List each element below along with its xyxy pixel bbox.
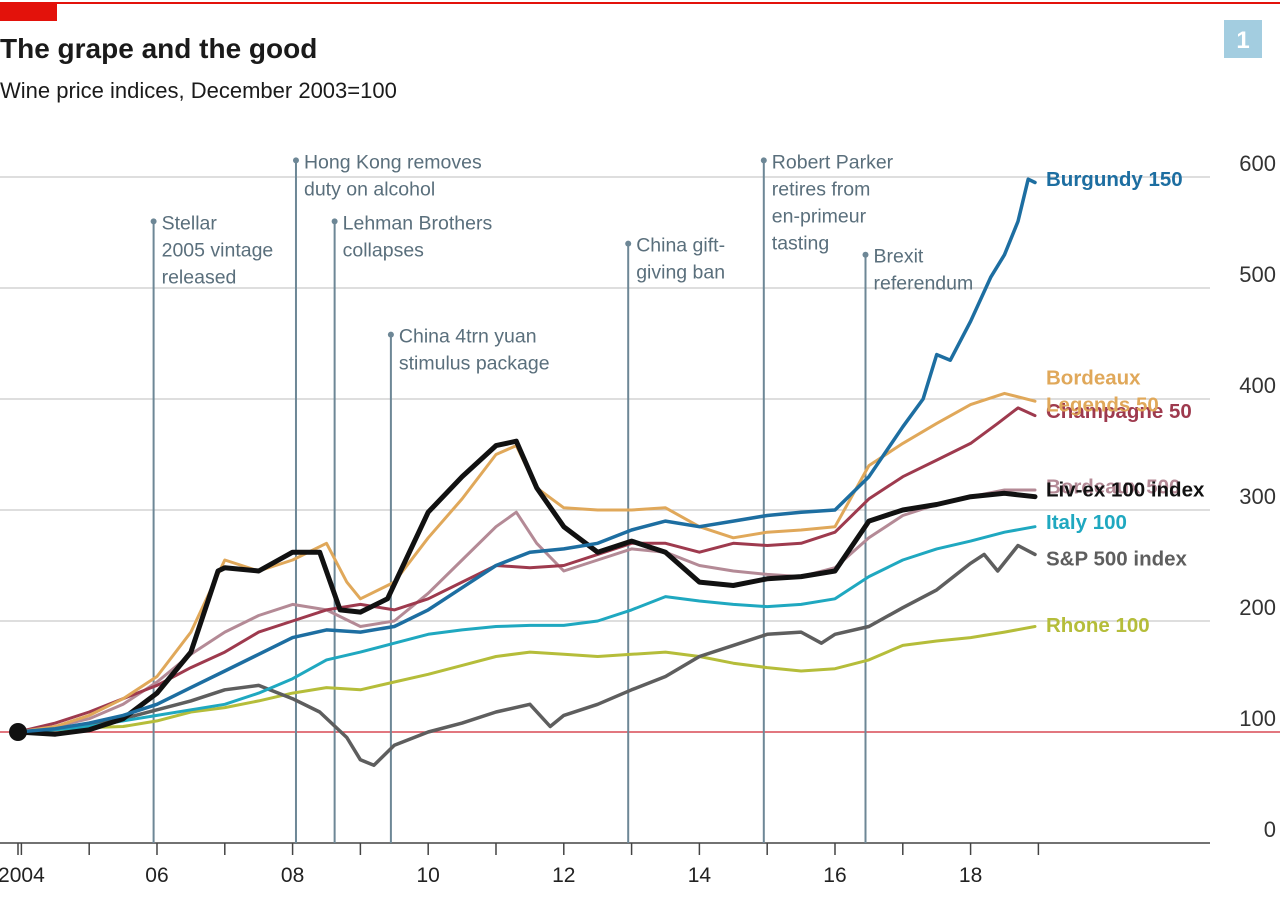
annotation-text: duty on alcohol xyxy=(304,178,435,200)
annotation-dot xyxy=(387,331,394,338)
annotation-text: referendum xyxy=(874,273,974,295)
series-line-s-p-500-index xyxy=(16,543,1037,768)
x-tick-label: 14 xyxy=(688,864,712,887)
annotation-text: China 4trn yuan xyxy=(399,326,537,348)
badge xyxy=(1224,20,1262,58)
annotation-dot xyxy=(331,218,338,225)
annotation-dot xyxy=(292,157,299,164)
x-tick-label: 16 xyxy=(823,864,846,887)
series-label-italy-100: Italy 100 xyxy=(1046,511,1127,534)
y-tick-label: 600 xyxy=(1239,151,1276,176)
chart-subtitle: Wine price indices, December 2003=100 xyxy=(0,78,397,103)
series-line-burgundy-150 xyxy=(16,177,1037,734)
annotation-text: Stellar xyxy=(162,212,218,234)
series-line-champagne-50 xyxy=(16,406,1037,734)
y-tick-label: 100 xyxy=(1239,706,1276,731)
series-label-bordeaux-legends-50: Legends 50 xyxy=(1046,394,1159,417)
annotation-text: en-primeur xyxy=(772,205,867,227)
annotation-dot xyxy=(150,218,157,225)
annotation-text: 2005 vintage xyxy=(162,239,274,261)
y-tick-label: 0 xyxy=(1264,817,1276,842)
x-tick-label: 10 xyxy=(417,864,440,887)
y-tick-label: 300 xyxy=(1239,484,1276,509)
x-tick-label: 12 xyxy=(552,864,575,887)
annotation-text: tasting xyxy=(772,232,829,254)
series-line-italy-100 xyxy=(16,525,1037,734)
annotation-text: retires from xyxy=(772,178,871,200)
annotation-dot xyxy=(862,251,869,258)
chart-title: The grape and the good xyxy=(0,33,317,64)
series-line-bordeaux-500 xyxy=(16,488,1037,734)
annotation-text: Lehman Brothers xyxy=(343,212,493,234)
x-tick-label: 08 xyxy=(281,864,304,887)
annotation-text: giving ban xyxy=(636,262,725,284)
annotations: Stellar 2005 vintage released Hong Kong rem… xyxy=(150,151,974,843)
red-tag xyxy=(0,4,57,21)
series-label-liv-ex-100-index: Liv-ex 100 index xyxy=(1046,479,1205,502)
x-tick-label: 06 xyxy=(145,864,168,887)
series-label-champagne-50: Champagne 50 xyxy=(1046,400,1192,423)
annotation-text: stimulus package xyxy=(399,353,550,375)
annotation-dot xyxy=(760,157,767,164)
series-line-liv-ex-100-index xyxy=(15,438,1038,737)
series-labels: Rhone 100 S&P 500 index Italy 100 Bordeaux … xyxy=(1046,168,1205,637)
x-axis: 2004 06 08 10 12 14 16 18 xyxy=(0,843,1040,887)
series-label-rhone-100: Rhone 100 xyxy=(1046,614,1150,637)
annotation-text: collapses xyxy=(343,239,425,261)
series-label-bordeaux-legends-50: Bordeaux xyxy=(1046,367,1141,390)
series-lines xyxy=(9,177,1038,768)
x-tick-label: 2004 xyxy=(0,864,45,887)
start-dot xyxy=(9,723,27,741)
annotation-text: Robert Parker xyxy=(772,151,894,173)
y-tick-label: 500 xyxy=(1239,262,1276,287)
x-tick-label: 18 xyxy=(959,864,982,887)
annotation-text: Hong Kong removes xyxy=(304,151,482,173)
annotation-text: China gift- xyxy=(636,235,725,257)
annotation-dot xyxy=(625,240,632,247)
y-tick-label: 200 xyxy=(1239,595,1276,620)
annotation-text: released xyxy=(162,266,237,288)
y-tick-label: 400 xyxy=(1239,373,1276,398)
series-line-rhone-100 xyxy=(16,625,1037,734)
annotation-text: Brexit xyxy=(874,246,924,268)
gridlines: 0 100 200 300 400 500 600 xyxy=(0,151,1280,844)
header-rule xyxy=(0,2,1280,4)
series-label-s-p-500-index: S&P 500 index xyxy=(1046,548,1188,571)
series-label-burgundy-150: Burgundy 150 xyxy=(1046,168,1183,191)
badge-number: 1 xyxy=(1236,27,1249,54)
series-label-bordeaux-500: Bordeaux 500 xyxy=(1046,475,1180,498)
